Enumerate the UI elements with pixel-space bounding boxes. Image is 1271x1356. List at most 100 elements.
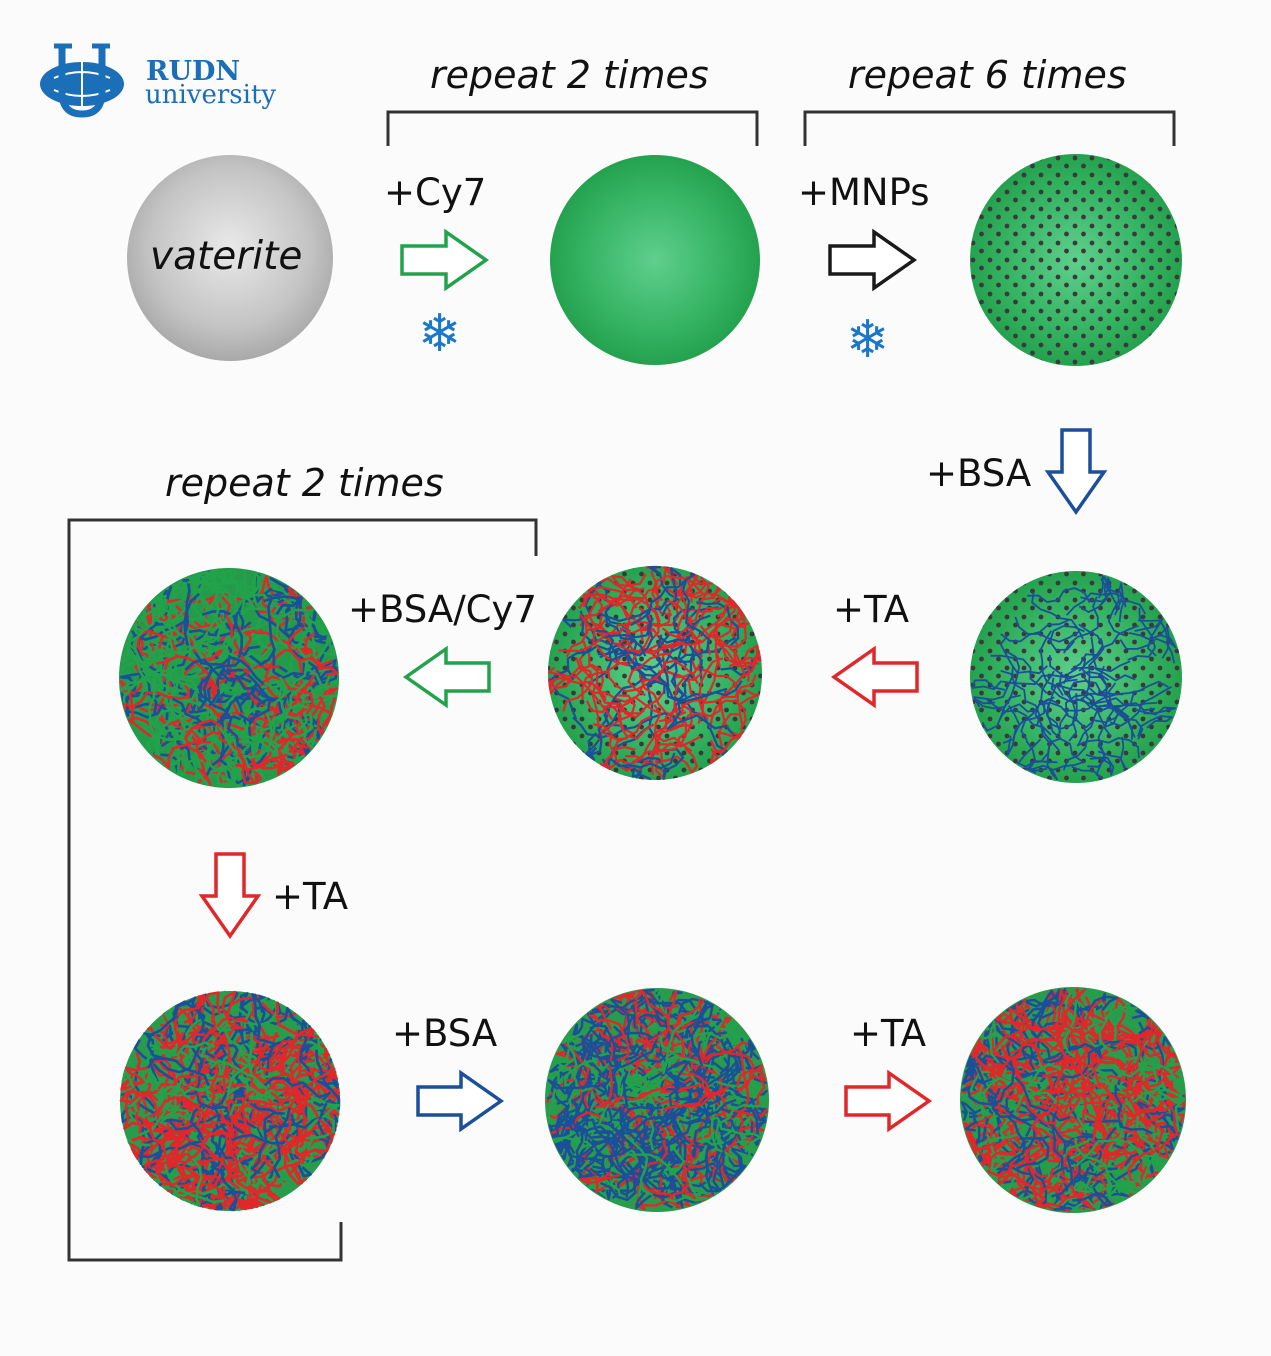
fiber-texture: [696, 674, 757, 704]
fiber-texture: [1084, 1102, 1121, 1156]
fiber-texture: [241, 706, 273, 744]
fiber-texture: [687, 1060, 711, 1124]
fiber-texture: [304, 1072, 322, 1143]
fiber-texture: [277, 715, 317, 749]
fiber-texture: [1006, 705, 1021, 757]
fiber-texture: [172, 1183, 234, 1197]
snowflake-icon: ❄: [418, 304, 462, 364]
fiber-texture: [127, 1096, 143, 1160]
fiber-texture: [1109, 686, 1172, 727]
fiber-texture: [262, 675, 315, 715]
fiber-texture: [597, 597, 661, 623]
fiber-texture: [159, 1028, 210, 1074]
fiber-texture: [1074, 1137, 1121, 1194]
fiber-texture: [591, 1118, 637, 1176]
fiber-texture: [714, 602, 736, 668]
fiber-texture: [211, 616, 233, 686]
fiber-texture: [1049, 988, 1086, 1038]
fiber-texture: [211, 1105, 272, 1147]
fiber-texture: [1107, 600, 1147, 637]
fiber-texture: [238, 569, 247, 615]
arrow-cy7: [400, 228, 490, 292]
fiber-texture: [676, 630, 695, 702]
fiber-texture: [1089, 1041, 1143, 1068]
fiber-texture: [696, 601, 740, 647]
fiber-texture: [1085, 1057, 1135, 1091]
fiber-texture: [565, 1119, 625, 1154]
logo-name: RUDN: [146, 56, 241, 87]
fiber-texture: [221, 990, 240, 1029]
fiber-texture: [666, 714, 734, 736]
fiber-texture: [159, 660, 199, 703]
fiber-texture: [661, 567, 682, 617]
bracket-top-right: [803, 110, 1176, 146]
fiber-texture: [599, 1161, 637, 1202]
fiber-texture: [653, 704, 693, 753]
fiber-texture: [123, 1087, 155, 1130]
fiber-texture: [644, 1173, 710, 1207]
arrow-ta-bottom: [844, 1069, 933, 1133]
fiber-texture: [617, 1153, 683, 1185]
fiber-texture: [1114, 1084, 1153, 1135]
fiber-texture: [224, 1106, 239, 1181]
fiber-texture: [1024, 740, 1048, 774]
fiber-texture: [223, 713, 260, 773]
fiber-texture: [678, 1117, 742, 1141]
fiber-texture: [1031, 591, 1084, 640]
fiber-texture: [632, 724, 694, 765]
fiber-texture: [1078, 1067, 1125, 1094]
fiber-texture: [671, 1062, 737, 1094]
fiber-texture: [717, 700, 742, 740]
fiber-texture: [637, 756, 685, 780]
fiber-texture: [1062, 660, 1131, 685]
fiber-texture: [654, 575, 705, 602]
fiber-texture: [579, 610, 619, 666]
fiber-texture: [183, 995, 217, 1031]
fiber-texture: [594, 1042, 614, 1108]
fiber-texture: [124, 643, 151, 682]
fiber-texture: [152, 726, 193, 763]
fiber-texture: [275, 1126, 308, 1186]
fiber-texture: [1040, 670, 1062, 740]
fiber-texture: [1132, 1084, 1186, 1118]
fiber-texture: [1124, 1053, 1170, 1106]
fiber-texture: [619, 1054, 671, 1091]
fiber-texture: [206, 766, 251, 788]
fiber-texture: [666, 1115, 687, 1182]
fiber-texture: [566, 644, 618, 681]
fiber-texture: [232, 1099, 273, 1150]
fiber-texture: [609, 752, 676, 770]
fiber-texture: [299, 1029, 331, 1090]
fiber-texture: [582, 592, 629, 620]
fiber-texture: [223, 1029, 269, 1091]
fiber-texture: [635, 1176, 673, 1210]
fiber-texture: [596, 630, 668, 655]
fiber-texture: [272, 587, 309, 627]
fiber-texture: [603, 1033, 622, 1098]
fiber-texture: [1114, 582, 1125, 623]
fiber-texture: [1029, 1028, 1096, 1053]
fiber-texture: [305, 1114, 335, 1168]
fiber-texture: [661, 1122, 708, 1165]
fiber-texture: [651, 1100, 705, 1149]
fiber-texture: [1108, 1166, 1136, 1204]
fiber-texture: [1060, 989, 1106, 1039]
fiber-texture: [618, 1130, 682, 1169]
fiber-texture: [200, 568, 239, 606]
fiber-texture: [664, 1177, 708, 1203]
fiber-texture: [697, 657, 724, 724]
fiber-texture: [210, 1165, 238, 1212]
fiber-texture: [184, 1018, 232, 1056]
fiber-texture: [1157, 1090, 1186, 1133]
fiber-texture: [1098, 1011, 1139, 1061]
fiber-texture: [1127, 1122, 1164, 1181]
fiber-texture: [307, 1047, 338, 1087]
fiber-texture: [258, 596, 276, 667]
fiber-texture: [1002, 1162, 1048, 1207]
fiber-texture: [645, 680, 681, 731]
fiber-texture: [655, 999, 705, 1052]
fiber-texture: [648, 565, 680, 601]
fiber-texture: [1074, 1158, 1143, 1185]
fiber-texture: [1069, 1090, 1138, 1105]
